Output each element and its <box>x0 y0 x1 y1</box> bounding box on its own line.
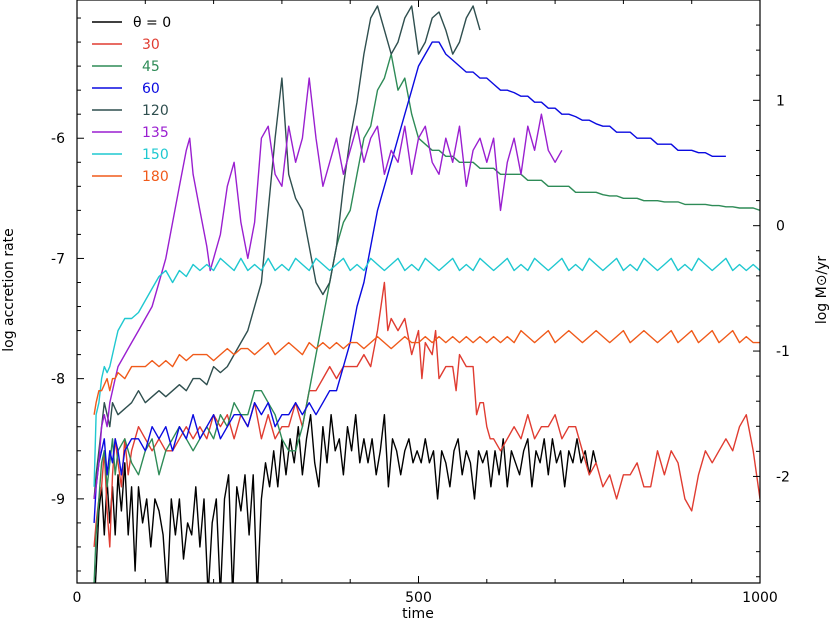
x-tick-label: 1000 <box>742 590 778 606</box>
legend-label: 45 <box>142 59 160 75</box>
y-tick-label-right: -1 <box>776 344 790 360</box>
legend-label: 180 <box>142 169 169 185</box>
y-tick-label-left: -7 <box>51 251 65 267</box>
plot-frame <box>76 0 761 584</box>
legend-label: 150 <box>142 147 169 163</box>
x-tick-label: 500 <box>405 590 432 606</box>
axes-layer: 0 500 1000 -9 -8 -7 -6 -2 -1 0 1 <box>51 0 790 606</box>
y-tick-label-right: 0 <box>776 219 785 235</box>
legend-label: 120 <box>142 103 169 119</box>
series-line-4 <box>93 5 481 499</box>
series-line-6 <box>93 257 760 487</box>
series-line-1 <box>93 281 760 548</box>
y-axis-label-left: log accretion rate <box>1 228 17 352</box>
x-axis-label: time <box>402 606 434 622</box>
series-line-7 <box>93 329 760 415</box>
legend: θ = 0 30 45 60 120 135 150 180 <box>92 15 171 185</box>
y-tick-label-left: -8 <box>51 372 65 388</box>
y-tick-label-left: -9 <box>51 492 65 508</box>
y-axis-label-right: log M⊙/yr <box>814 256 830 325</box>
legend-label: 60 <box>142 81 160 97</box>
series-line-2 <box>93 53 760 583</box>
y-tick-label-right: 1 <box>776 93 785 109</box>
legend-label: θ = 0 <box>133 15 171 31</box>
series-line-5 <box>93 77 563 500</box>
legend-label: 30 <box>142 37 160 53</box>
series-line-3 <box>93 41 726 523</box>
series-line-0 <box>94 414 597 583</box>
x-tick-label: 0 <box>73 590 82 606</box>
y-tick-label-right: -2 <box>776 469 790 485</box>
y-tick-label-left: -6 <box>51 131 65 147</box>
series-layer <box>93 5 760 583</box>
legend-label: 135 <box>142 125 169 141</box>
